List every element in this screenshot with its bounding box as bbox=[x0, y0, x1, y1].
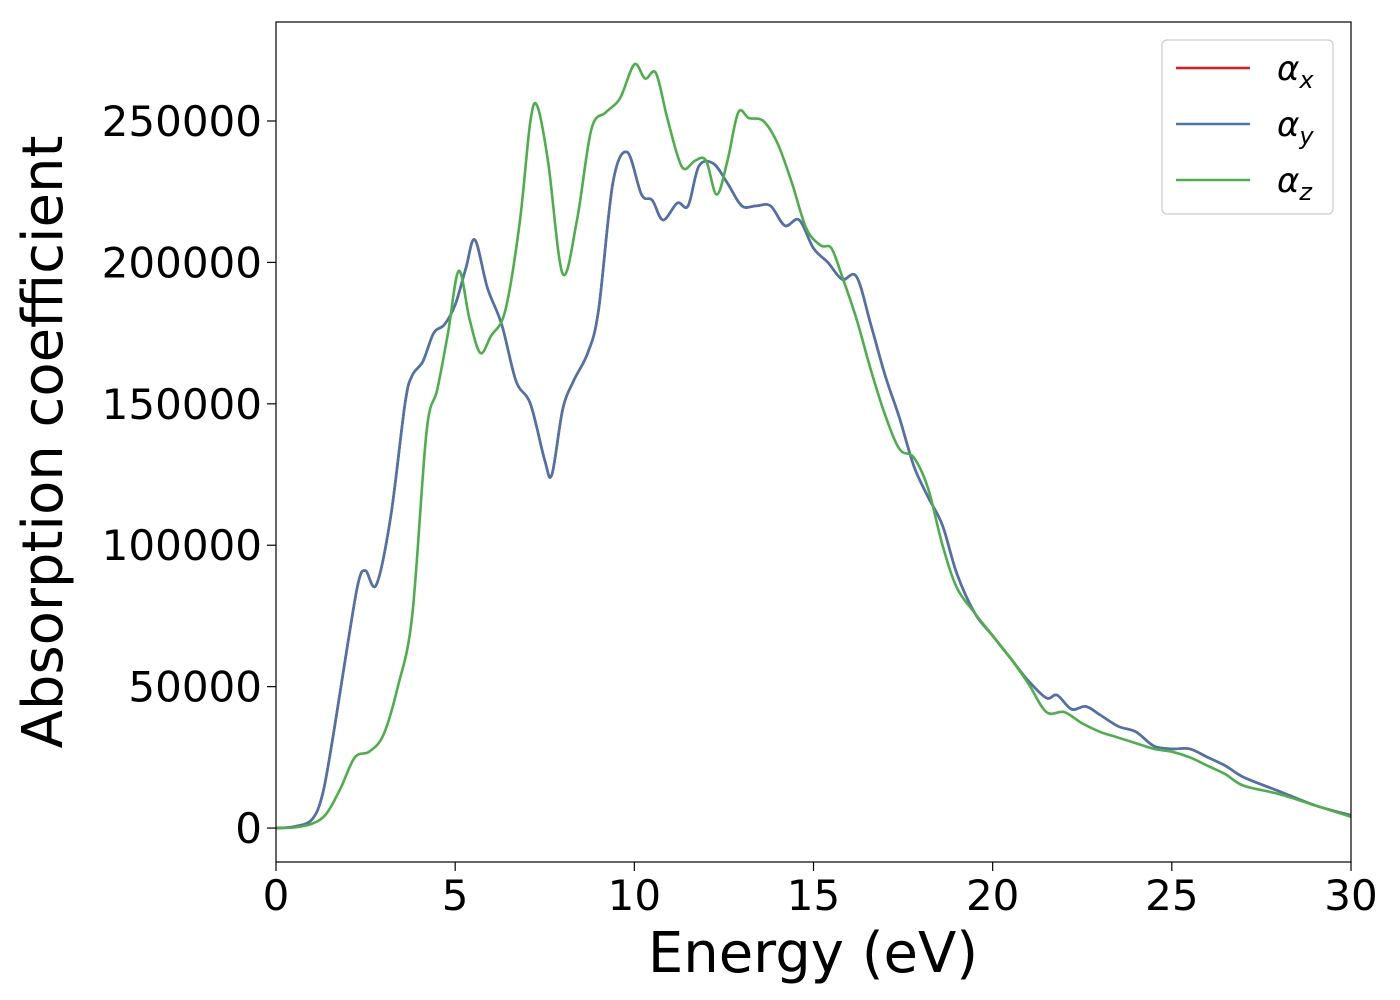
y-tick-label: 0 bbox=[235, 804, 262, 853]
y-tick-label: 150000 bbox=[102, 380, 262, 429]
legend-subscript: z bbox=[1298, 178, 1313, 206]
legend-subscript: x bbox=[1298, 66, 1314, 94]
y-tick-label: 200000 bbox=[102, 238, 262, 287]
y-axis-title: Absorption coefficient bbox=[11, 136, 76, 749]
x-tick-label: 0 bbox=[263, 871, 290, 920]
y-axis: 0 50000 100000 150000 200000 250000 bbox=[102, 97, 276, 853]
y-tick-label: 100000 bbox=[102, 521, 262, 570]
legend-label-z: αz bbox=[1277, 161, 1313, 206]
series-layer bbox=[275, 62, 1352, 830]
y-tick-label: 250000 bbox=[102, 97, 262, 146]
series-line-y bbox=[275, 150, 1352, 830]
legend-subscript: y bbox=[1298, 122, 1314, 150]
x-tick-label: 5 bbox=[442, 871, 469, 920]
legend-symbol: α bbox=[1277, 105, 1299, 145]
x-axis: 0 5 10 15 20 25 30 bbox=[263, 862, 1378, 920]
series-line-z bbox=[275, 62, 1352, 830]
legend-symbol: α bbox=[1277, 161, 1299, 201]
x-tick-label: 25 bbox=[1145, 871, 1198, 920]
x-axis-title: Energy (eV) bbox=[648, 921, 978, 986]
legend-label-x: αx bbox=[1277, 49, 1314, 94]
x-tick-label: 10 bbox=[608, 871, 661, 920]
legend-label-y: αy bbox=[1277, 105, 1314, 150]
legend-frame bbox=[1161, 39, 1334, 215]
x-tick-label: 20 bbox=[966, 871, 1019, 920]
x-tick-label: 30 bbox=[1324, 871, 1377, 920]
legend-symbol: α bbox=[1277, 49, 1299, 89]
x-tick-label: 15 bbox=[787, 871, 840, 920]
y-tick-label: 50000 bbox=[128, 663, 262, 712]
